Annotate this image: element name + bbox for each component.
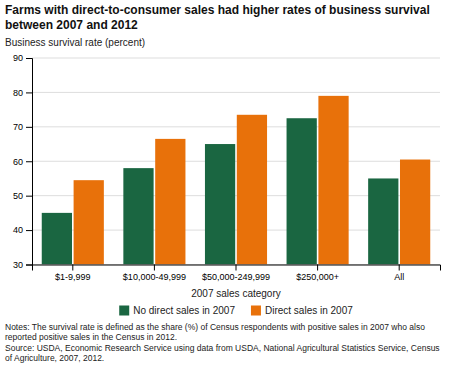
tick-mark — [399, 265, 400, 271]
annotation: Source: USDA, Economic Research Service … — [5, 343, 442, 364]
tick-label: 80 — [13, 88, 23, 98]
tick-mark — [72, 265, 73, 271]
grid-line — [32, 161, 440, 162]
tick: 60 — [13, 157, 32, 167]
axis-line — [33, 265, 441, 271]
grid-line — [32, 58, 440, 59]
legend-label: No direct sales in 2007 — [133, 305, 235, 316]
text-line: Notes: The survival rate is defined as t… — [5, 322, 427, 332]
tick-mark — [26, 127, 32, 128]
tick-label: 40 — [13, 225, 23, 235]
tick: 90 — [13, 53, 32, 63]
grid-line — [32, 126, 440, 127]
tick: 50 — [13, 191, 32, 201]
tick-mark — [26, 58, 32, 59]
tick-mark — [317, 265, 318, 271]
tick: $10,000-49,999 — [123, 265, 186, 282]
text-line: Farms with direct-to-consumer sales had … — [5, 3, 433, 17]
x-axis-label: 2007 sales category — [191, 288, 281, 299]
tick-label: All — [394, 272, 404, 282]
bar — [123, 168, 153, 264]
bars — [42, 96, 430, 265]
y-axis: 30 40 50 60 70 80 90 — [13, 53, 33, 270]
tick-mark — [236, 265, 237, 271]
annotation: Notes: The survival rate is defined as t… — [5, 322, 427, 343]
bar — [155, 139, 185, 265]
tick: 80 — [13, 88, 32, 98]
tick-mark — [26, 196, 32, 197]
tick-mark — [26, 265, 32, 266]
tick: $1-9,999 — [55, 265, 91, 282]
tick: 40 — [13, 225, 32, 235]
text-line: between 2007 and 2012 — [5, 18, 138, 32]
legend-swatch — [251, 306, 261, 316]
tick: 30 — [13, 260, 32, 270]
tick-label: $10,000-49,999 — [123, 272, 186, 282]
text-line: reported positive sales in the Census in… — [5, 332, 177, 342]
tick-label: 30 — [13, 260, 23, 270]
tick-mark — [154, 265, 155, 271]
grid — [32, 58, 440, 265]
legend: No direct sales in 2007 Direct sales in 2… — [119, 305, 353, 316]
tick: $50,000-249,999 — [202, 265, 270, 282]
tick-label: $250,000+ — [296, 272, 339, 282]
tick-mark — [26, 161, 32, 162]
bar — [205, 144, 235, 264]
legend-item: No direct sales in 2007 — [119, 305, 235, 316]
tick-label: 50 — [13, 191, 23, 201]
legend-item: Direct sales in 2007 — [251, 305, 353, 316]
legend-swatch — [119, 306, 129, 316]
tick-mark — [26, 92, 32, 93]
chart: Farms with direct-to-consumer sales had … — [0, 0, 450, 367]
bar — [287, 118, 317, 264]
series — [74, 96, 431, 265]
bar — [400, 160, 430, 265]
bar — [318, 96, 348, 265]
tick-label: $50,000-249,999 — [202, 272, 270, 282]
tick-label: 60 — [13, 157, 23, 167]
tick: All — [394, 265, 404, 282]
bar — [74, 180, 104, 264]
y-axis-label: Business survival rate (percent) — [5, 37, 145, 48]
tick-mark — [26, 230, 32, 231]
title: Farms with direct-to-consumer sales had … — [5, 3, 433, 32]
text-line: of Agriculture, 2007, 2012. — [5, 353, 104, 363]
grid-line — [32, 92, 440, 93]
tick-label: $1-9,999 — [55, 272, 91, 282]
tick-label: 70 — [13, 122, 23, 132]
text-line: Source: USDA, Economic Research Service … — [5, 343, 442, 353]
x-axis: $1-9,999 $10,000-49,999 $50,000-249,999 $25… — [33, 265, 441, 282]
bar — [368, 178, 398, 264]
axis-line — [26, 59, 33, 266]
legend-label: Direct sales in 2007 — [265, 305, 353, 316]
bar — [237, 115, 267, 265]
tick-label: 90 — [13, 53, 23, 63]
tick: 70 — [13, 122, 32, 132]
bar — [42, 213, 72, 265]
tick: $250,000+ — [296, 265, 339, 282]
